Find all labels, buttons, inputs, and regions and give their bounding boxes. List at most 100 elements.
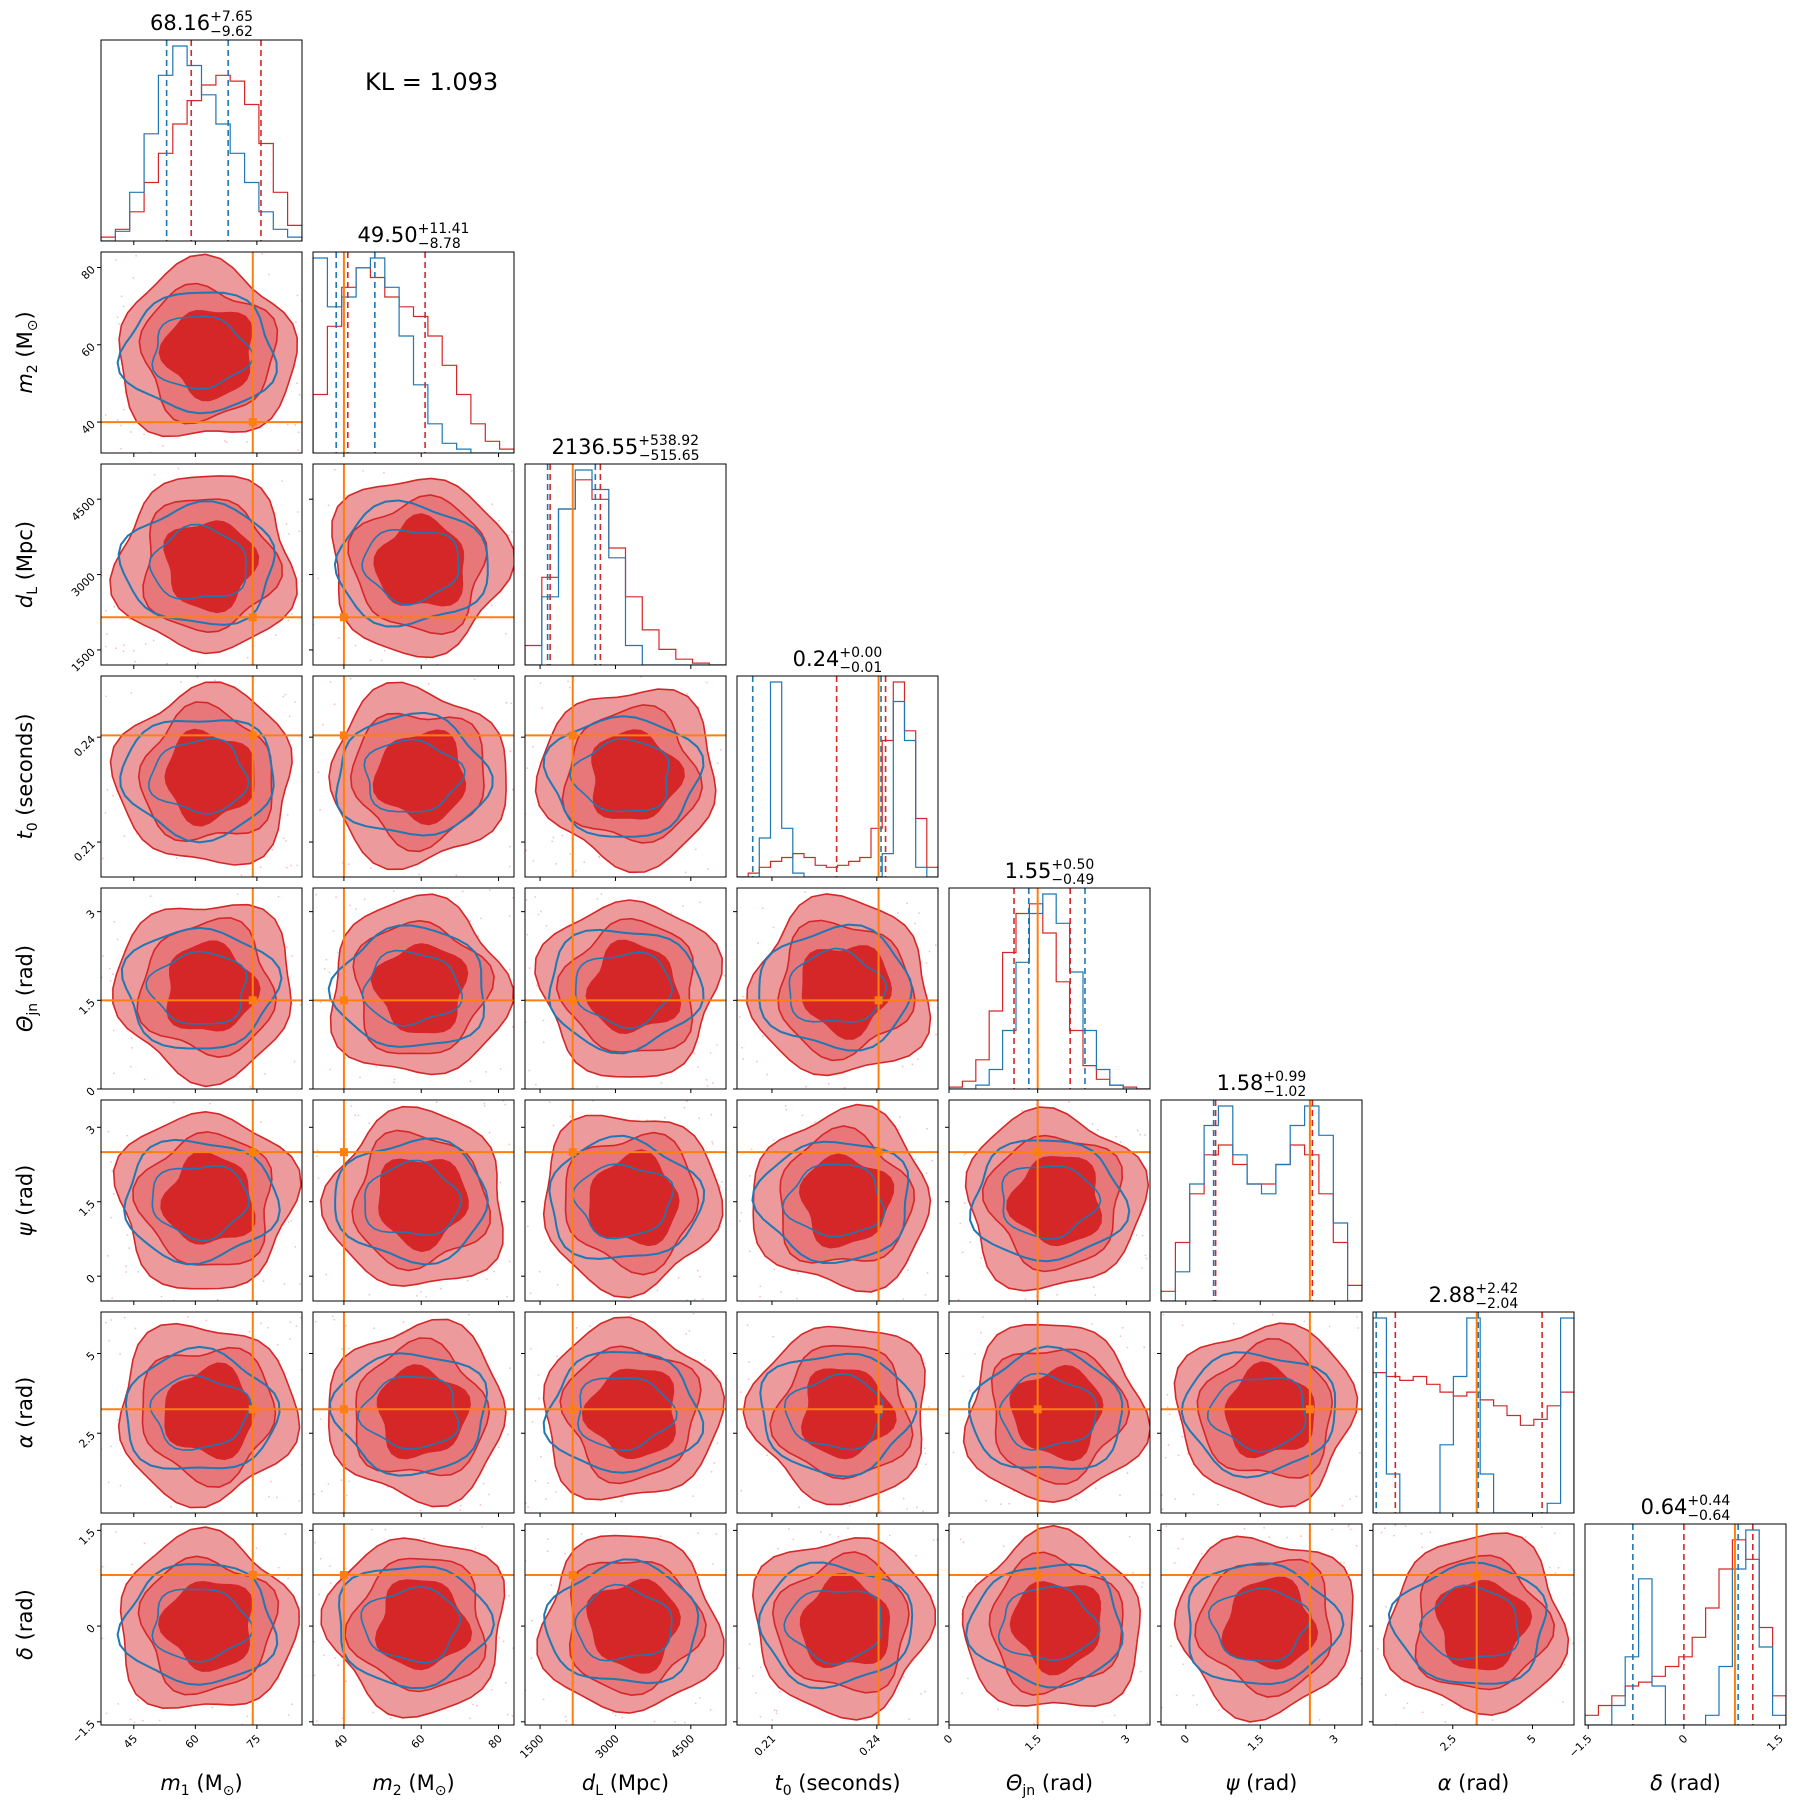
x-tick-label: 40: [331, 1732, 350, 1751]
title-minus: −8.78: [418, 236, 461, 252]
panel-psi-m1: 01.53: [76, 1099, 303, 1305]
x-tick-label: 1.5: [1022, 1732, 1044, 1754]
title-value: 1.58: [1217, 1071, 1264, 1095]
blue-contour-outer: [327, 924, 486, 1048]
title-minus: −515.65: [639, 448, 700, 464]
panel-title: 0.24+0.00 −0.01: [793, 645, 883, 676]
title-value: 0.64: [1641, 1495, 1688, 1519]
blue-contour-outer: [542, 715, 705, 838]
panel-frame: [1372, 1523, 1575, 1726]
truth-marker: [568, 1148, 577, 1157]
truth-marker: [874, 1148, 883, 1157]
panel-frame: [1160, 1311, 1363, 1514]
red-histogram: [101, 74, 302, 241]
panel-t0-dL: [521, 675, 727, 881]
blue-contour-outer: [1180, 1351, 1337, 1479]
truth-marker: [1033, 1571, 1042, 1580]
blue-contour-inner: [783, 1589, 883, 1666]
y-axis-label-alpha: α (rad): [13, 1377, 37, 1449]
panel-frame: [100, 887, 303, 1090]
panel-dL-dL: 2136.55+538.92 −515.65: [524, 433, 727, 669]
x-axis-label-t0: t0 (seconds): [774, 1771, 900, 1799]
title-minus: −2.04: [1475, 1296, 1518, 1312]
blue-histogram: [525, 469, 726, 665]
x-tick-label: 3: [1119, 1732, 1133, 1746]
panel-title: 1.55+0.50 −0.49: [1005, 857, 1095, 888]
blue-contour-inner: [783, 1372, 885, 1451]
title-value: 0.24: [793, 647, 840, 671]
blue-contour-inner: [360, 1585, 462, 1664]
title-minus: −0.64: [1687, 1508, 1730, 1524]
panel-frame: [736, 675, 939, 878]
truth-marker: [339, 1405, 348, 1414]
panel-alpha-psi: [1157, 1311, 1363, 1517]
blue-contour-inner: [151, 1164, 250, 1242]
y-axis-label-m2: m2 (M⊙): [13, 311, 41, 393]
y-tick-label: 3: [84, 907, 98, 921]
panel-m1-m1: 68.16+7.65 −9.62: [100, 9, 303, 245]
blue-contour-outer: [116, 1563, 279, 1686]
panel-alpha-t0: [733, 1311, 939, 1517]
blue-contour-inner: [148, 737, 250, 815]
blue-contour-inner: [145, 950, 248, 1025]
panel-delta-t0: 0.21 0.24: [733, 1523, 939, 1759]
x-tick-label: 1.5: [1245, 1732, 1267, 1754]
panel-frame: [948, 1523, 1151, 1726]
truth-marker: [248, 996, 257, 1005]
y-tick-label: 40: [79, 418, 98, 437]
panel-psi-dL: [521, 1099, 727, 1305]
panel-frame: [312, 1311, 515, 1514]
y-tick-label: 80: [79, 263, 98, 282]
red-contour-inner: [591, 729, 685, 820]
truth-marker: [339, 996, 348, 1005]
title-plus: +11.41: [418, 221, 470, 237]
blue-contour-outer: [120, 926, 283, 1050]
red-contour-inner: [586, 1578, 681, 1674]
panel-frame: [100, 251, 303, 454]
blue-contour-outer: [123, 1138, 281, 1266]
blue-contour-inner: [1206, 1377, 1307, 1453]
blue-contour-outer: [334, 1137, 489, 1266]
truth-marker: [874, 1571, 883, 1580]
red-contour-inner: [1009, 1364, 1104, 1462]
title-plus: +2.42: [1475, 1281, 1518, 1297]
panel-frame: [1372, 1311, 1575, 1514]
blue-contour-inner: [151, 1588, 254, 1663]
blue-histogram: [737, 681, 938, 877]
red-contour-inner: [798, 1153, 895, 1249]
panel-frame: [100, 39, 303, 242]
red-contour-inner: [163, 520, 260, 614]
title-plus: +538.92: [638, 433, 699, 449]
x-tick-label: 1500: [517, 1732, 546, 1761]
blue-contour-inner: [361, 949, 463, 1027]
truth-marker: [568, 731, 577, 740]
panel-frame: [1160, 1523, 1363, 1726]
y-tick-label: 2.5: [76, 1429, 98, 1451]
truth-marker: [339, 731, 348, 740]
panel-frame: [736, 1523, 939, 1726]
x-axis-label-psi: ψ (rad): [1226, 1771, 1298, 1795]
panel-psi-psi: 1.58+0.99 −1.02: [1160, 1069, 1363, 1305]
red-histogram: [949, 903, 1150, 1089]
blue-contour-inner: [149, 1374, 252, 1451]
blue-contour-inner: [788, 947, 888, 1023]
x-tick-label: 2.5: [1438, 1732, 1460, 1754]
blue-contour-outer: [1387, 1561, 1548, 1685]
red-contour-inner: [166, 940, 261, 1032]
x-tick-label: 3000: [593, 1732, 622, 1761]
panel-frame: [524, 887, 727, 1090]
blue-contour-inner: [574, 951, 674, 1030]
title-value: 2136.55: [551, 435, 638, 459]
panel-t0-t0: 0.24+0.00 −0.01: [736, 645, 939, 881]
red-histogram: [313, 267, 514, 453]
truth-marker: [568, 996, 577, 1005]
title-minus: −0.01: [839, 660, 882, 676]
panel-alpha-m1: 2.55: [76, 1311, 303, 1517]
title-plus: +0.99: [1263, 1069, 1306, 1085]
blue-contour-inner: [571, 1163, 675, 1240]
title-minus: −0.49: [1051, 872, 1094, 888]
x-tick-label: 45: [121, 1732, 140, 1751]
y-tick-label: 4500: [69, 495, 98, 524]
truth-marker: [1472, 1571, 1481, 1580]
panel-t0-m2: [309, 675, 515, 881]
